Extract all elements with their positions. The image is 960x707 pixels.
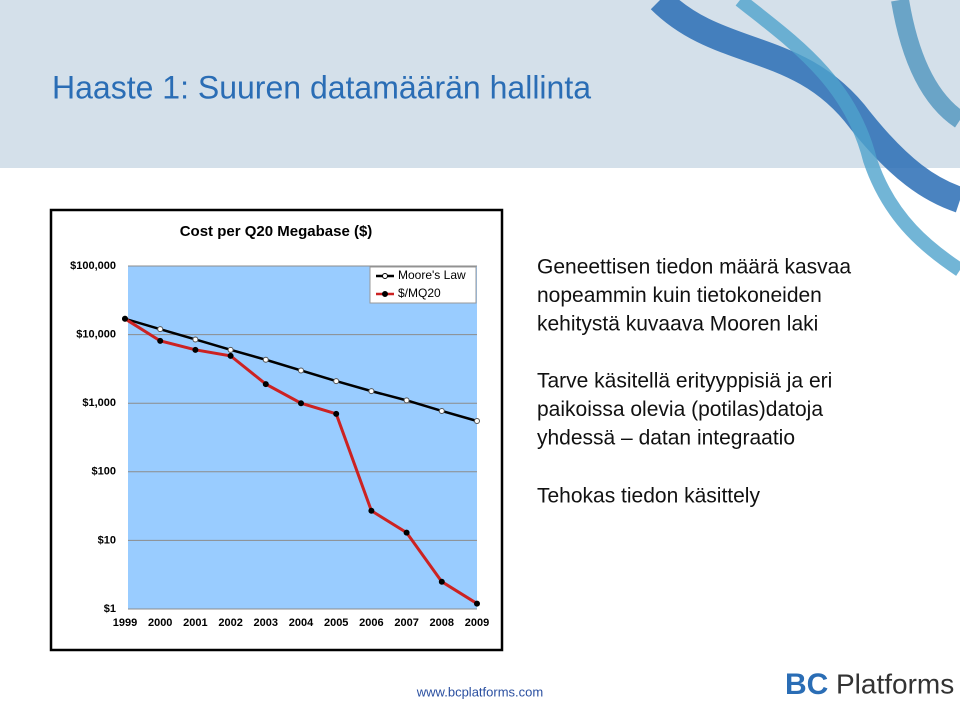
point-marker (157, 337, 164, 344)
x-tick-label: 2001 (183, 617, 207, 629)
chart: $1 $10 $100 $1,000 $10,000 $100,000 1999 2000 20… (70, 260, 489, 629)
point-marker (262, 356, 269, 363)
slide-title: Haaste 1: Suuren datamäärän hallinta (52, 69, 591, 105)
point-marker (403, 529, 410, 536)
point-marker (227, 346, 234, 353)
bullet-line: Tehokas tiedon käsittely (537, 485, 760, 508)
x-tick-label: 2007 (394, 617, 418, 629)
x-tick-label: 2005 (324, 617, 348, 629)
point-marker (474, 418, 480, 425)
bullet-line: kehitystä kuvaava Mooren laki (537, 313, 818, 336)
point-marker (192, 346, 199, 353)
ribbon (650, 0, 960, 276)
legend-label: $/MQ20 (398, 286, 441, 300)
point-marker (403, 397, 410, 404)
x-tick-label: 2002 (218, 617, 242, 629)
logo-name: Platforms (836, 668, 954, 699)
footer-url: www.bcplatforms.com (416, 684, 543, 699)
bullet-line: yhdessä – datan integraatio (537, 427, 795, 450)
point-marker (368, 507, 375, 514)
point-marker (227, 352, 234, 359)
point-marker (192, 336, 199, 343)
x-tick-label: 2000 (148, 617, 172, 629)
point-marker (262, 381, 269, 388)
logo-mark: BC (785, 668, 828, 701)
point-marker (333, 378, 340, 385)
bullet-line: Tarve käsitellä erityyppisiä ja eri (537, 370, 832, 393)
x-tick-label: 2004 (289, 617, 314, 629)
bullet-line: Geneettisen tiedon määrä kasvaa (537, 256, 851, 279)
x-tick-label: 1999 (113, 617, 137, 629)
point-marker (298, 367, 304, 374)
legend-box (369, 266, 477, 304)
legend-marker (382, 273, 388, 279)
x-tick-label: 2003 (254, 617, 278, 629)
point-marker (438, 407, 445, 414)
y-tick-label: $100 (92, 466, 116, 478)
y-tick-label: $1,000 (82, 397, 116, 409)
x-tick-label: 2009 (465, 617, 489, 629)
bullet-line: nopeammin kuin tietokoneiden (537, 284, 822, 307)
x-tick-label: 2006 (359, 617, 383, 629)
point-marker (333, 410, 340, 417)
chart-title: Cost per Q20 Megabase ($) (180, 223, 373, 240)
bullets: Geneettisen tiedon määrä kasvaa nopeammin… (537, 256, 851, 508)
y-tick-label: $100,000 (70, 260, 116, 272)
point-marker (157, 326, 164, 333)
point-marker (438, 578, 445, 585)
point-marker (368, 388, 375, 395)
point-marker (122, 315, 128, 322)
legend-label: Moore's Law (398, 268, 466, 282)
y-tick-label: $10,000 (76, 329, 116, 341)
y-tick-label: $10 (98, 534, 116, 546)
bullet-line: paikoissa olevia (potilas)datoja (537, 398, 823, 421)
legend-marker (382, 291, 388, 297)
y-tick-label: $1 (104, 603, 116, 615)
legend: Moore's Law $/MQ20 (369, 266, 477, 304)
point-marker (298, 400, 304, 407)
point-marker (474, 600, 480, 607)
x-tick-label: 2008 (430, 617, 454, 629)
